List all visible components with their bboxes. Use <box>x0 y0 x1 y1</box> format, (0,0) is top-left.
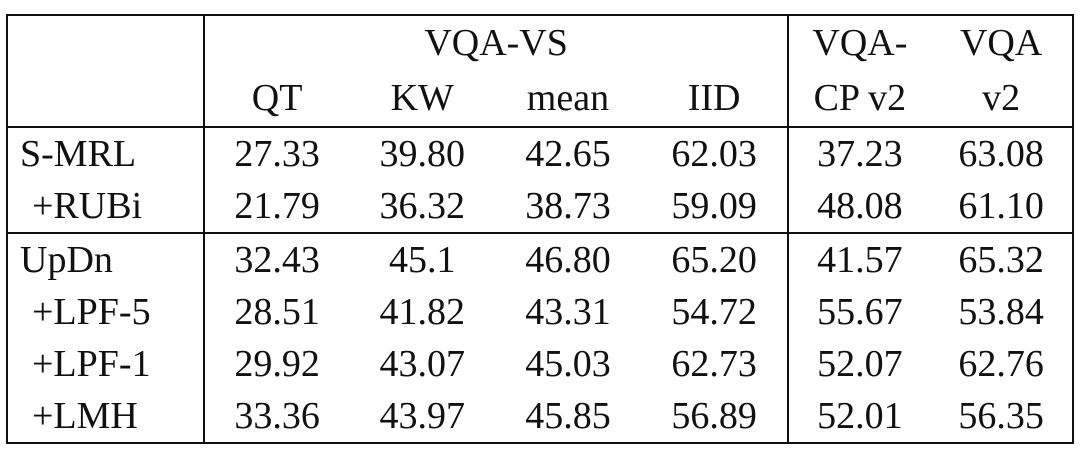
cell-iid: 54.72 <box>640 286 790 338</box>
table-row: UpDn 32.43 45.1 46.80 65.20 41.57 65.32 <box>6 232 1074 286</box>
cell-qt: 27.33 <box>203 126 350 180</box>
cell-vqacp: 55.67 <box>817 291 903 333</box>
cell-qt: 21.79 <box>234 185 320 227</box>
cell-kw: 39.80 <box>349 126 496 180</box>
cell-kw: 43.07 <box>379 343 466 385</box>
cell-mean: 46.80 <box>495 232 641 286</box>
row-label: S-MRL <box>6 126 205 180</box>
cell-vqa: 56.35 <box>930 390 1074 444</box>
header-qt: QT <box>251 77 303 119</box>
cell-vqacp: 52.07 <box>817 343 903 385</box>
results-table: VQA-VS VQA- VQA QT KW mean IID CP v2 v2 … <box>6 14 1074 444</box>
cell-kw: 36.32 <box>379 185 466 227</box>
cell-vqa: 63.08 <box>930 126 1074 180</box>
header-vqacp-line1: VQA- <box>788 14 931 70</box>
cell-vqa: 61.10 <box>930 180 1074 233</box>
cell-mean: 43.31 <box>525 291 611 333</box>
cell-mean: 38.73 <box>525 185 611 227</box>
row-label: +LPF-1 <box>6 338 205 390</box>
row-label: +LPF-5 <box>6 286 205 338</box>
header-vqa-line2: v2 <box>930 70 1074 127</box>
table-row: +LMH 33.36 43.97 45.85 56.89 52.01 56.35 <box>6 390 1074 444</box>
header-row-columns: QT KW mean IID CP v2 v2 <box>6 70 1074 127</box>
row-label: +RUBi <box>6 180 205 233</box>
cell-vqacp: 41.57 <box>788 232 931 286</box>
cell-kw: 41.82 <box>379 291 466 333</box>
cell-vqa: 53.84 <box>930 286 1074 338</box>
cell-iid: 62.73 <box>640 338 790 390</box>
cell-qt: 32.43 <box>203 232 350 286</box>
header-mean: mean <box>526 77 610 119</box>
header-vqacp-line2: CP v2 <box>813 77 907 119</box>
cell-iid: 56.89 <box>640 390 790 444</box>
cell-qt: 33.36 <box>203 390 350 444</box>
cell-qt: 29.92 <box>234 343 320 385</box>
row-label: UpDn <box>6 232 205 286</box>
cell-vqa: 62.76 <box>930 338 1074 390</box>
cell-vqacp: 52.01 <box>788 390 931 444</box>
header-kw: KW <box>390 77 454 119</box>
cell-kw: 45.1 <box>349 232 496 286</box>
cell-vqacp: 37.23 <box>788 126 931 180</box>
table-row: +RUBi 21.79 36.32 38.73 59.09 48.08 61.1… <box>6 180 1074 233</box>
cell-mean: 45.85 <box>495 390 641 444</box>
header-row-groups: VQA-VS VQA- VQA <box>6 14 1074 70</box>
cell-iid: 59.09 <box>640 180 790 233</box>
cell-kw: 43.97 <box>349 390 496 444</box>
header-vqa-vs: VQA-VS <box>203 14 790 70</box>
table-row: +LPF-1 29.92 43.07 45.03 62.73 52.07 62.… <box>6 338 1074 390</box>
header-iid: IID <box>640 70 790 127</box>
cell-vqa: 65.32 <box>930 232 1074 286</box>
cell-mean: 45.03 <box>525 343 611 385</box>
header-empty-cell <box>6 14 205 70</box>
header-empty-cell-2 <box>6 70 205 127</box>
row-label: +LMH <box>6 390 205 444</box>
header-vqa-line1: VQA <box>930 14 1074 70</box>
cell-mean: 42.65 <box>495 126 641 180</box>
table-row: S-MRL 27.33 39.80 42.65 62.03 37.23 63.0… <box>6 126 1074 180</box>
cell-iid: 65.20 <box>640 232 790 286</box>
cell-qt: 28.51 <box>234 291 320 333</box>
cell-iid: 62.03 <box>640 126 790 180</box>
table-row: +LPF-5 28.51 41.82 43.31 54.72 55.67 53.… <box>6 286 1074 338</box>
cell-vqacp: 48.08 <box>817 185 903 227</box>
